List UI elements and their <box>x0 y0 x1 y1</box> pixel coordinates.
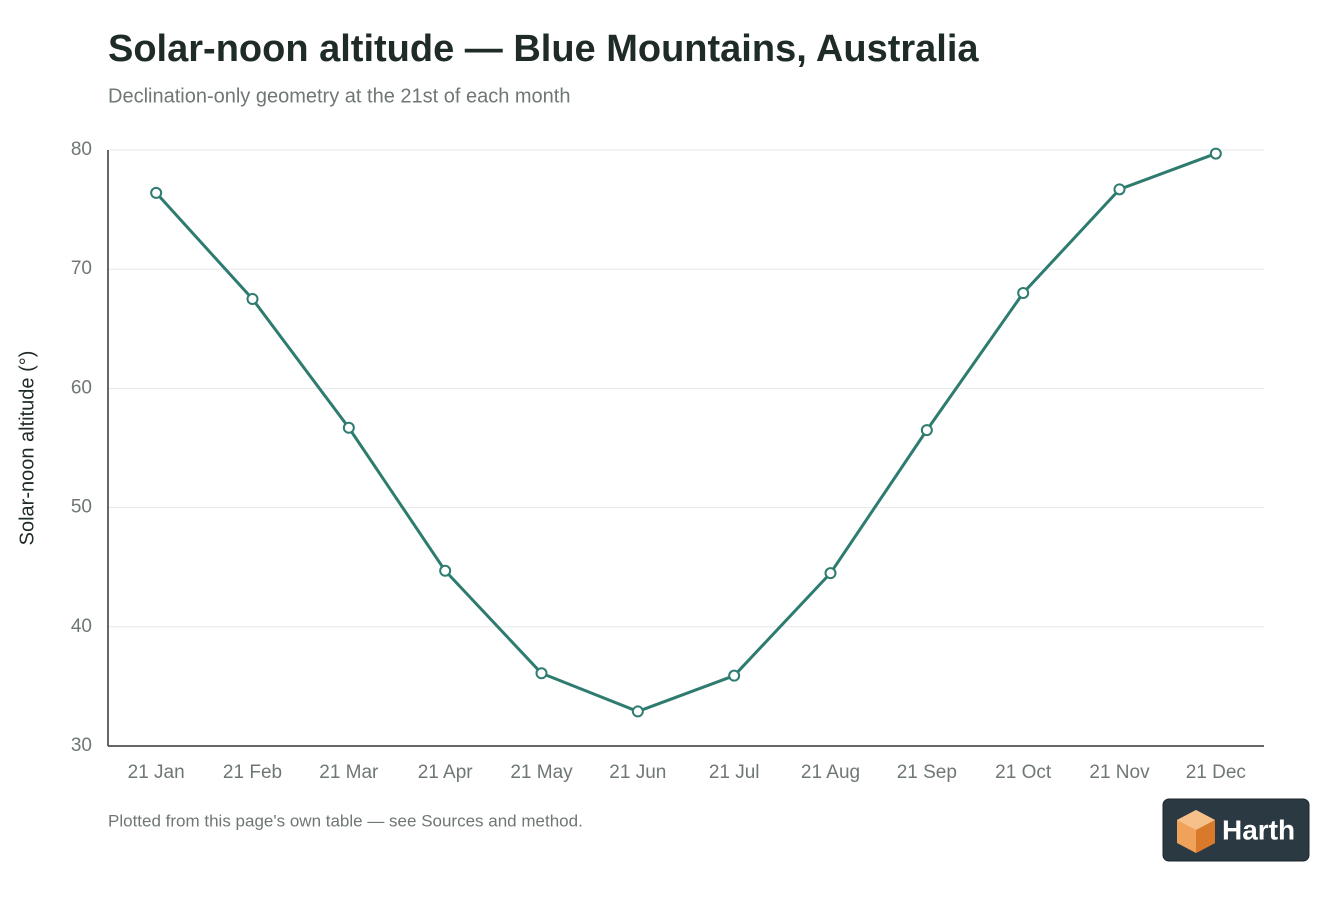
y-tick-label: 60 <box>71 377 92 398</box>
grid: 30 40 50 60 70 80 <box>71 139 1264 756</box>
y-tick-label: 70 <box>71 258 92 279</box>
point <box>1017 287 1030 300</box>
y-axis-label: Solar-noon altitude (°) <box>16 351 38 546</box>
brand-badge: Harth <box>1162 798 1310 862</box>
point <box>1113 183 1126 196</box>
x-tick-label: 21 Jul <box>709 762 760 783</box>
point <box>728 669 741 682</box>
x-tick-label: 21 Mar <box>319 762 379 783</box>
logo-cube-side <box>1196 820 1215 853</box>
chart-subtitle: Declination-only geometry at the 21st of… <box>108 85 570 107</box>
point <box>824 567 837 580</box>
y-tick-label: 50 <box>71 497 92 518</box>
point <box>535 667 548 680</box>
point <box>631 705 644 718</box>
x-tick-label: 21 Oct <box>995 762 1052 783</box>
point <box>342 421 355 434</box>
point <box>246 293 259 305</box>
x-tick-label: 21 Jan <box>128 762 185 783</box>
plot: 21 Jan 21 Feb 21 Mar 21 Apr 21 May 21 Jun 21 J… <box>128 147 1246 783</box>
y-tick-label: 30 <box>71 735 92 756</box>
x-tick-label: 21 Jun <box>609 762 666 783</box>
x-tick-label: 21 Feb <box>223 762 282 783</box>
point <box>439 564 452 577</box>
point <box>1209 147 1222 160</box>
brand-name: Harth <box>1222 814 1295 845</box>
x-tick-label: 21 May <box>510 762 573 783</box>
x-tick-label: 21 Dec <box>1186 762 1246 783</box>
line <box>155 152 1217 713</box>
x-tick-label: 21 Sep <box>897 762 957 783</box>
y-tick-label: 80 <box>71 139 92 160</box>
footnote: Plotted from this page's own table — see… <box>108 811 583 830</box>
x-tick-label: 21 Nov <box>1089 762 1150 783</box>
point <box>920 424 933 437</box>
point <box>150 186 163 199</box>
chart-title: Solar-noon altitude — Blue Mountains, Au… <box>108 28 979 70</box>
x-tick-label: 21 Aug <box>801 762 860 783</box>
x-tick-label: 21 Apr <box>418 762 474 783</box>
y-tick-label: 40 <box>71 616 92 637</box>
